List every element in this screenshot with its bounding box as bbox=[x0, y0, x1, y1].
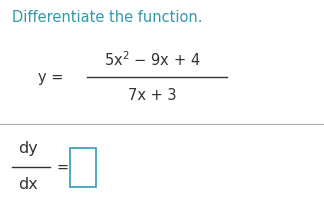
Text: =: = bbox=[57, 159, 69, 174]
Text: y =: y = bbox=[38, 70, 63, 85]
Text: dx: dx bbox=[18, 177, 38, 192]
Text: 5x$^2$ $-$ 9x + 4: 5x$^2$ $-$ 9x + 4 bbox=[104, 50, 201, 69]
Text: 7x + 3: 7x + 3 bbox=[128, 88, 177, 103]
Text: dy: dy bbox=[18, 142, 38, 156]
Text: Differentiate the function.: Differentiate the function. bbox=[12, 10, 203, 25]
FancyBboxPatch shape bbox=[70, 148, 96, 187]
